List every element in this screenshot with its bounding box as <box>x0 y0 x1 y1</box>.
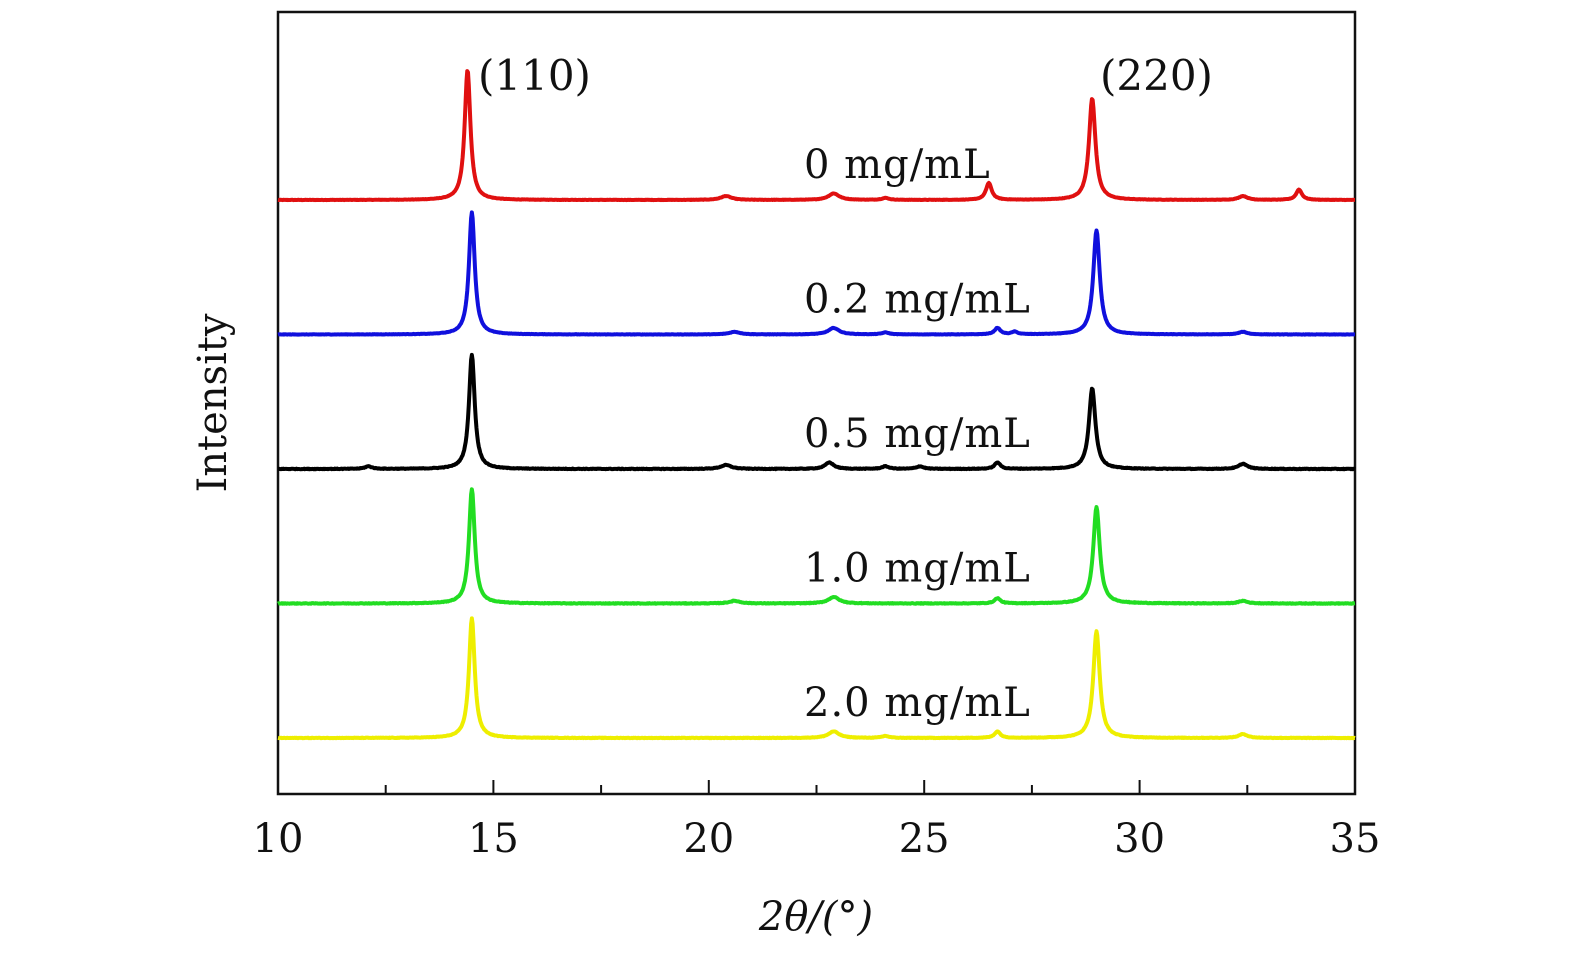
x-tick-label: 15 <box>468 816 519 862</box>
series-label-0: 0 mg/mL <box>804 142 991 188</box>
series-line-2 <box>276 352 1357 472</box>
series-labels: 0 mg/mL 0.2 mg/mL 0.5 mg/mL 1.0 mg/mL 2.0 mg… <box>804 142 1031 726</box>
x-axis-label: 2θ/(°) <box>758 894 873 940</box>
x-tick-label: 35 <box>1330 816 1381 862</box>
series-label-3: 1.0 mg/mL <box>804 546 1031 592</box>
series-label-4: 2.0 mg/mL <box>804 680 1031 726</box>
series-line-1 <box>276 210 1357 337</box>
x-tick-label: 25 <box>899 816 950 862</box>
x-tick-label: 10 <box>253 816 304 862</box>
series-lines <box>276 69 1357 741</box>
x-tick-label: 20 <box>683 816 734 862</box>
series-line-0 <box>276 69 1357 203</box>
peak-label-220: (220) <box>1100 51 1213 100</box>
y-axis-label: Intensity <box>190 313 236 492</box>
series-line-3 <box>276 487 1357 606</box>
plot-frame <box>276 10 1357 796</box>
peak-label-110: (110) <box>478 51 591 100</box>
x-axis-ticks: 10 15 20 25 30 35 <box>253 780 1381 862</box>
series-label-2: 0.5 mg/mL <box>804 411 1031 457</box>
series-label-1: 0.2 mg/mL <box>804 277 1031 323</box>
x-tick-label: 30 <box>1114 816 1165 862</box>
series-line-4 <box>276 616 1357 741</box>
